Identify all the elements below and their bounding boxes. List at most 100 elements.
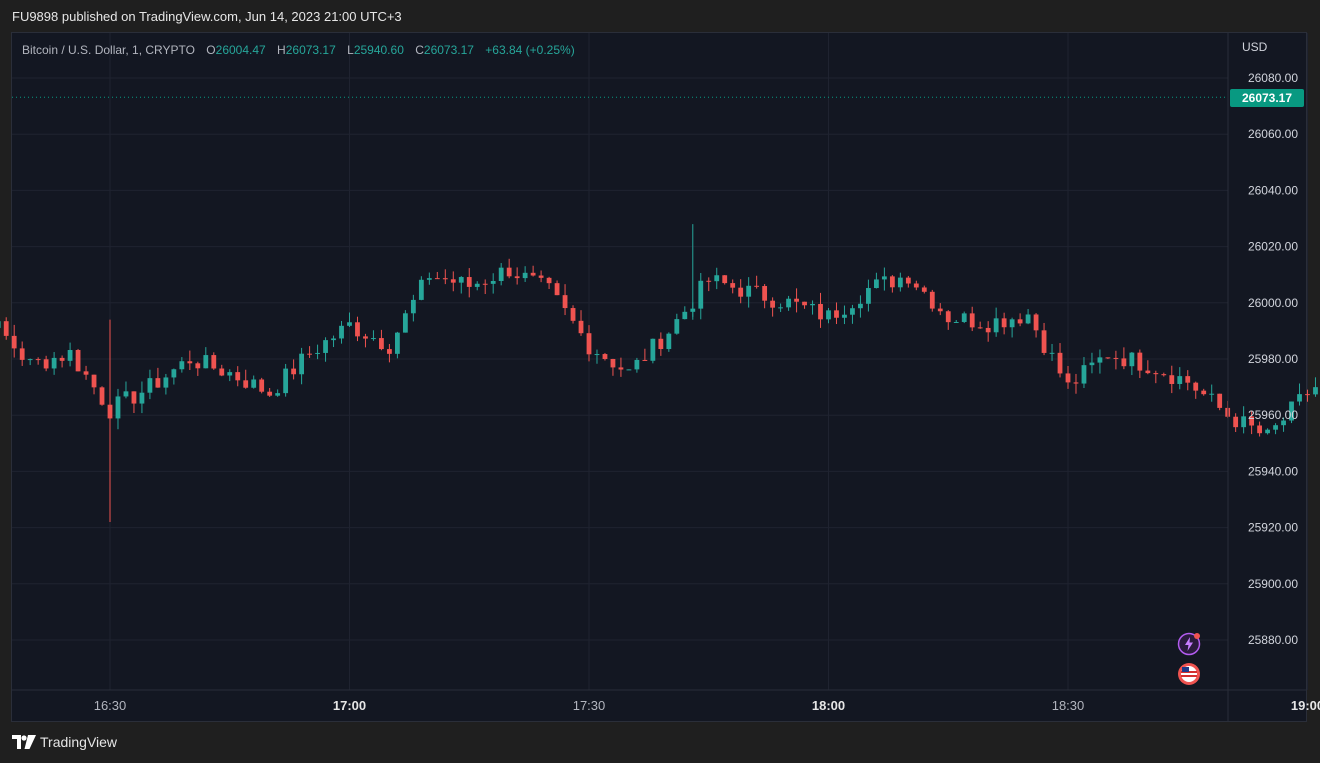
candle-body bbox=[1265, 429, 1270, 434]
candle-body bbox=[395, 332, 400, 354]
candle-body bbox=[410, 299, 416, 314]
candle-body bbox=[714, 275, 720, 282]
candle-body bbox=[1017, 319, 1023, 324]
tradingview-logo-icon bbox=[12, 735, 36, 749]
candle-body bbox=[67, 349, 73, 361]
candle-body bbox=[969, 313, 975, 328]
candle-body bbox=[139, 392, 145, 404]
candle-body bbox=[171, 369, 177, 378]
candle-body bbox=[363, 336, 368, 339]
candle-body bbox=[450, 279, 456, 283]
candles bbox=[0, 224, 1318, 522]
candle-body bbox=[75, 349, 81, 372]
chart-pane[interactable] bbox=[11, 32, 1307, 722]
candle-body bbox=[1049, 352, 1055, 354]
publish-info: FU9898 published on TradingView.com, Jun… bbox=[12, 9, 402, 24]
candle-body bbox=[267, 391, 273, 396]
candle-body bbox=[650, 338, 656, 361]
candle-body bbox=[921, 287, 927, 292]
candle-body bbox=[1313, 387, 1318, 395]
candle-body bbox=[953, 321, 959, 323]
candle-body bbox=[1169, 375, 1175, 384]
candle-body bbox=[1257, 425, 1262, 434]
candle-body bbox=[858, 303, 863, 309]
candle-body bbox=[802, 301, 807, 306]
time-tick-label: 18:00 bbox=[812, 698, 845, 713]
candle-body bbox=[59, 357, 65, 361]
candle-body bbox=[977, 327, 983, 329]
candle-body bbox=[1209, 393, 1215, 395]
axes: 26080.00 26060.00 26040.00 26020.00 26000.00… bbox=[12, 33, 1320, 721]
candle-body bbox=[1193, 382, 1199, 391]
candle-body bbox=[91, 374, 97, 388]
candle-body bbox=[850, 308, 855, 315]
footer-brand: TradingView bbox=[40, 734, 118, 750]
candle-body bbox=[1241, 416, 1247, 428]
candle-body bbox=[746, 285, 752, 297]
open-label: O bbox=[206, 43, 216, 57]
candle-body bbox=[371, 338, 376, 340]
open-value: 26004.47 bbox=[215, 43, 266, 57]
high-value: 26073.17 bbox=[285, 43, 336, 57]
candle-body bbox=[1009, 319, 1015, 328]
candle-body bbox=[219, 368, 225, 376]
candle-body bbox=[929, 291, 935, 309]
price-tick-label: 25940.00 bbox=[1248, 464, 1298, 478]
candle-body bbox=[730, 283, 736, 288]
candle-body bbox=[1289, 401, 1294, 421]
candle-body bbox=[594, 354, 600, 356]
candle-body bbox=[1033, 314, 1039, 331]
price-tick-label: 26040.00 bbox=[1248, 183, 1298, 197]
price-tick-label: 26000.00 bbox=[1248, 296, 1298, 310]
candle-body bbox=[131, 391, 137, 404]
candle-body bbox=[235, 372, 241, 381]
candle-body bbox=[259, 379, 265, 392]
low-label: L bbox=[347, 43, 354, 57]
change-value: +63.84 (+0.25%) bbox=[485, 43, 575, 57]
candle-body bbox=[1233, 416, 1239, 428]
candle-body bbox=[1305, 394, 1310, 396]
candle-body bbox=[634, 359, 640, 370]
candle-body bbox=[881, 276, 887, 280]
candle-body bbox=[83, 371, 89, 375]
candle-body bbox=[985, 327, 991, 333]
candle-body bbox=[339, 325, 344, 339]
candle-body bbox=[1273, 425, 1278, 430]
candle-body bbox=[482, 283, 488, 285]
candle-body bbox=[251, 379, 257, 388]
candle-body bbox=[562, 295, 568, 309]
candle-body bbox=[498, 267, 504, 282]
currency-label[interactable]: USD bbox=[1242, 40, 1268, 54]
candle-body bbox=[27, 359, 33, 361]
candle-body bbox=[1025, 314, 1031, 324]
candle-body bbox=[1185, 376, 1191, 383]
candle-body bbox=[762, 286, 768, 301]
time-tick-label: 17:30 bbox=[573, 698, 606, 713]
candle-body bbox=[1001, 318, 1007, 328]
candle-body bbox=[283, 368, 289, 394]
candle-body bbox=[674, 319, 680, 334]
candle-body bbox=[203, 355, 209, 369]
time-tick-label: 18:30 bbox=[1052, 698, 1085, 713]
candle-body bbox=[618, 367, 624, 370]
lightning-icon[interactable] bbox=[1177, 632, 1201, 656]
candle-body bbox=[1105, 357, 1111, 359]
symbol-legend: Bitcoin / U.S. Dollar, 1, CRYPTO O26004.… bbox=[22, 43, 575, 57]
candle-body bbox=[1153, 373, 1159, 375]
tradingview-logo[interactable]: TradingView bbox=[12, 734, 117, 750]
candle-body bbox=[426, 278, 432, 280]
candle-body bbox=[722, 275, 728, 284]
candle-body bbox=[434, 278, 440, 280]
price-tick-label: 25920.00 bbox=[1248, 521, 1298, 535]
candle-body bbox=[331, 338, 336, 341]
us-flag-icon[interactable] bbox=[1177, 662, 1201, 686]
time-tick-label: 19:00 bbox=[1291, 698, 1320, 713]
candle-body bbox=[626, 369, 632, 371]
candle-body bbox=[706, 280, 712, 282]
candle-body bbox=[474, 283, 480, 287]
candle-body bbox=[1041, 330, 1047, 353]
candle-body bbox=[163, 377, 169, 388]
candle-body bbox=[786, 298, 791, 308]
time-tick-label: 17:00 bbox=[333, 698, 366, 713]
